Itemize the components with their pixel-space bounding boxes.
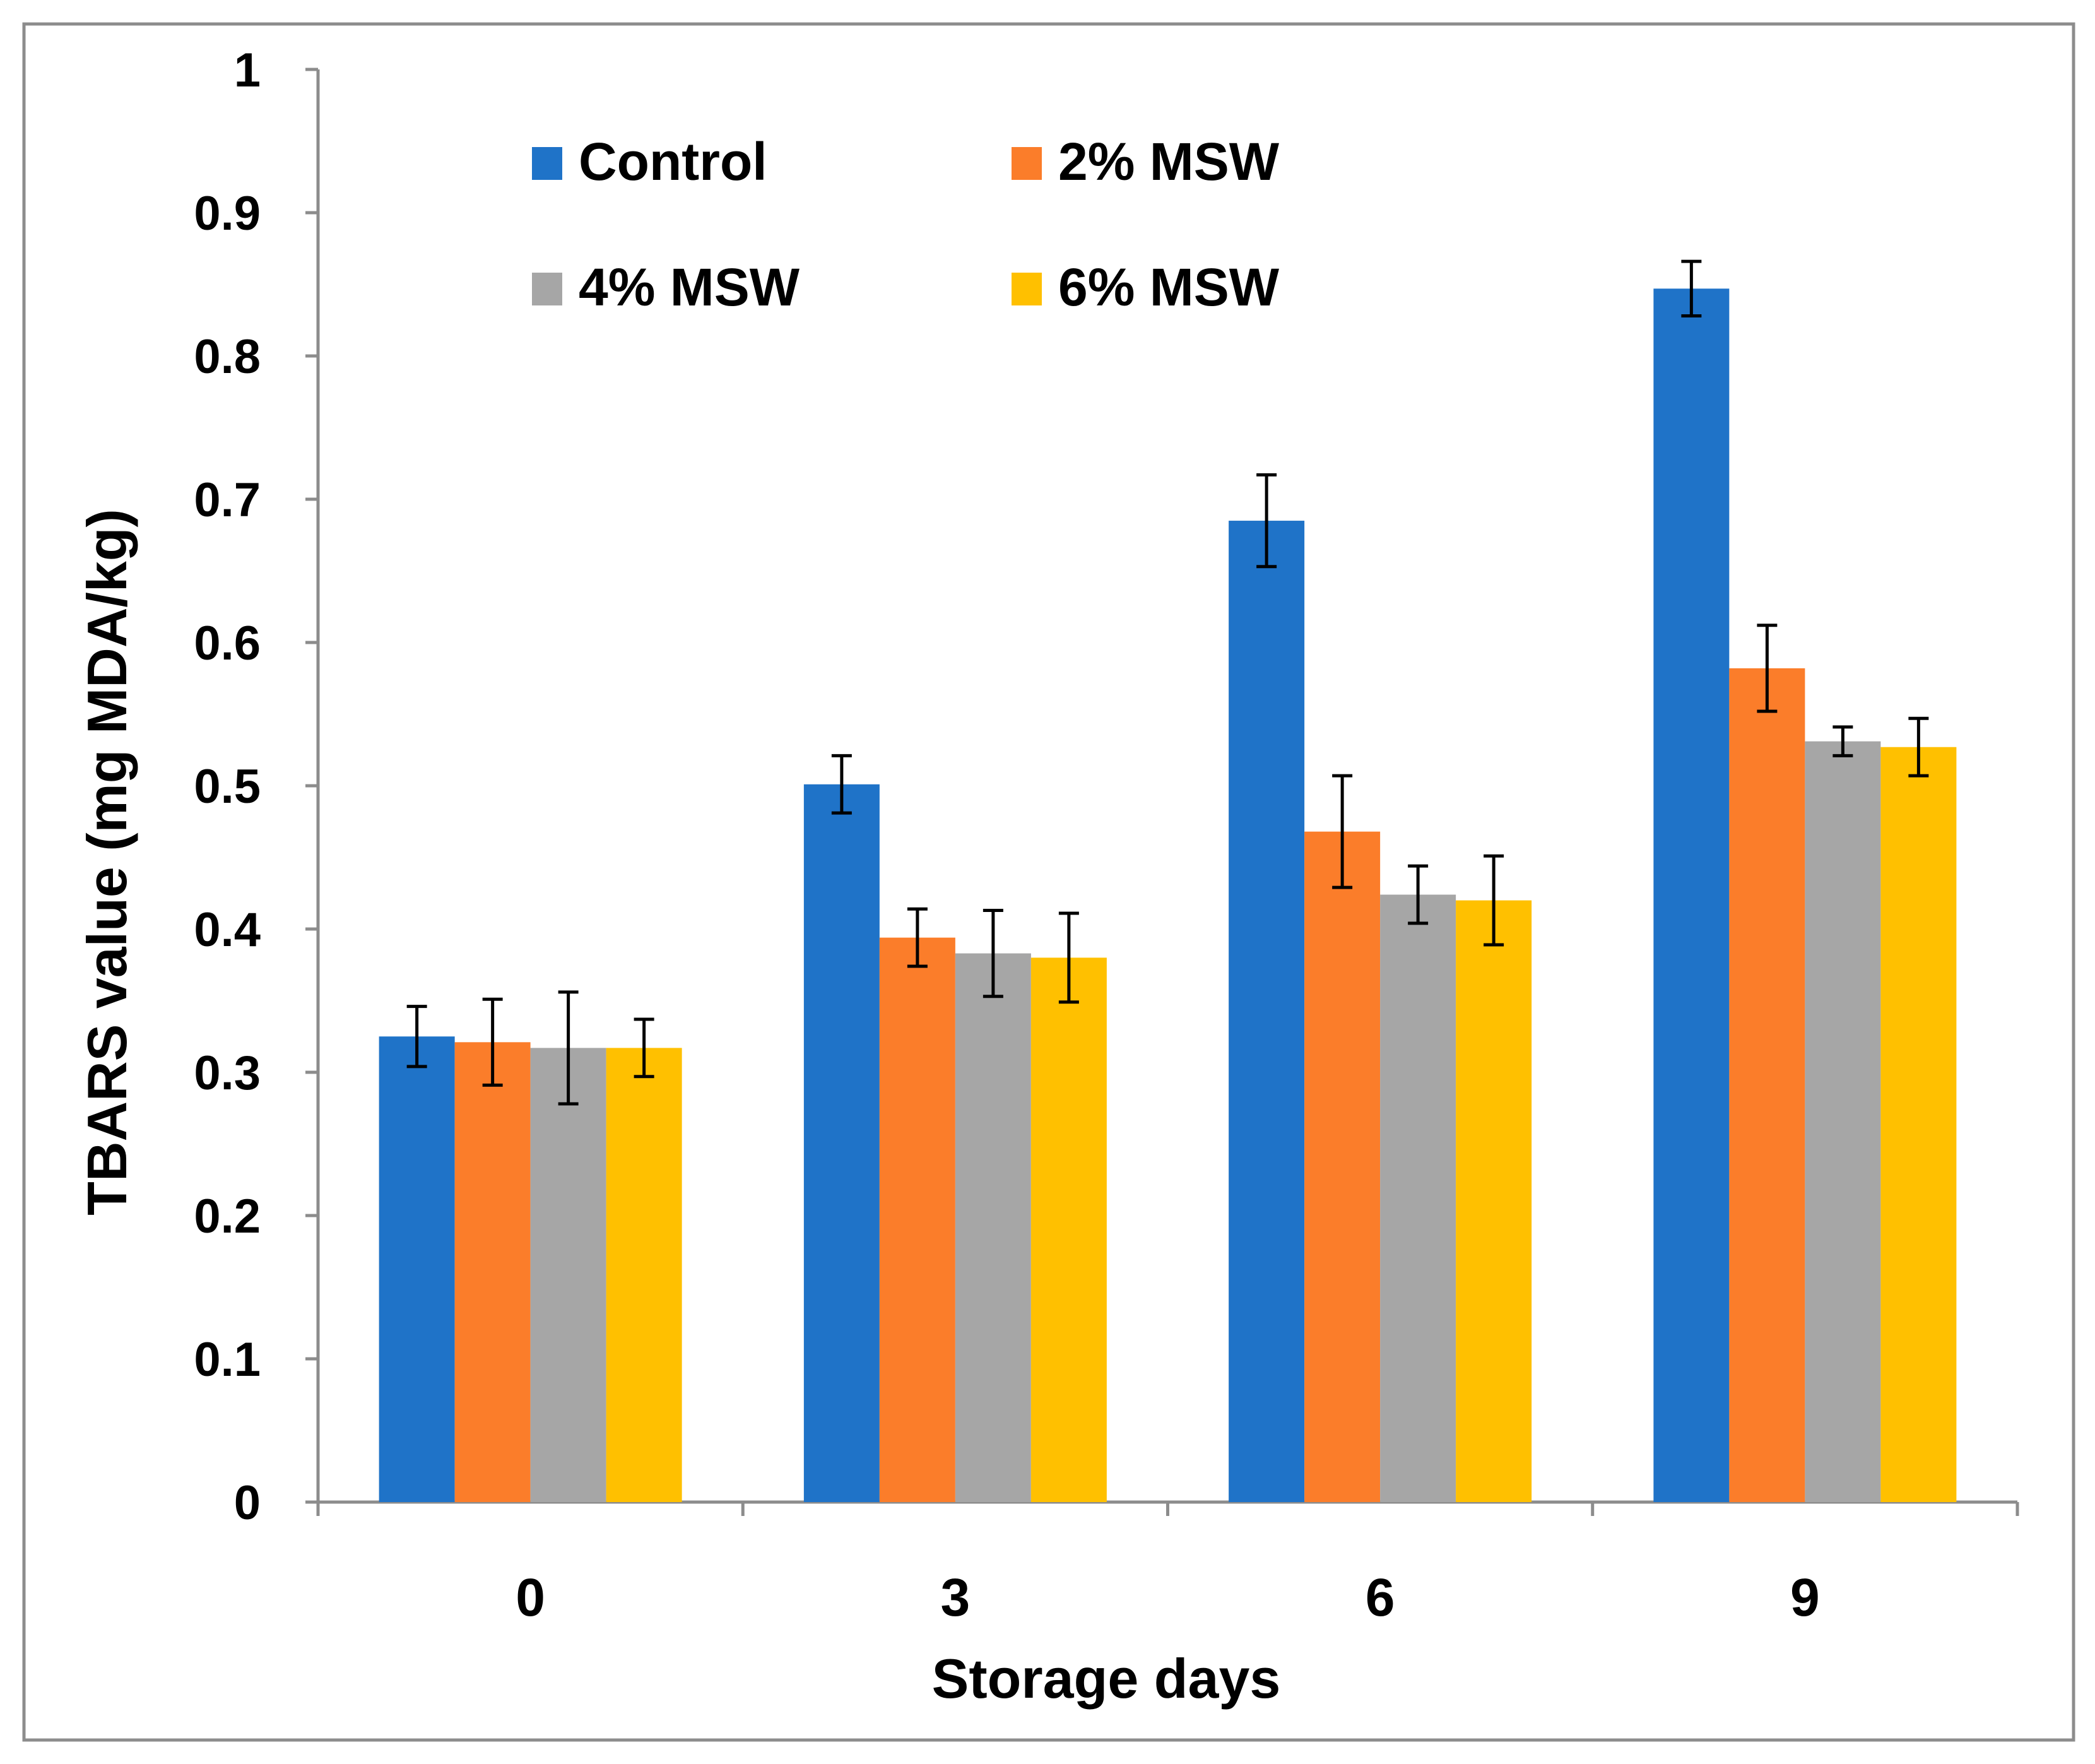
y-tick-label: 0 bbox=[234, 1476, 261, 1530]
error-bar bbox=[1408, 864, 1429, 925]
y-axis-label: TBARS value (mg MDA/kg) bbox=[76, 509, 138, 1216]
bar-6-msw-day-3 bbox=[1030, 957, 1107, 1502]
error-bar bbox=[983, 908, 1003, 998]
bar-2-msw-day-6 bbox=[1304, 831, 1381, 1502]
error-bar bbox=[634, 1017, 654, 1079]
y-tick-label: 1 bbox=[234, 44, 261, 97]
x-tick-label: 9 bbox=[1790, 1568, 1820, 1627]
y-tick-label: 0.2 bbox=[194, 1190, 261, 1243]
legend-swatch bbox=[532, 147, 562, 180]
legend-swatch bbox=[532, 273, 562, 305]
error-bar bbox=[831, 754, 852, 815]
bar-control-day-3 bbox=[803, 784, 880, 1502]
bar-2-msw-day-9 bbox=[1729, 668, 1805, 1502]
x-axis-label: Storage days bbox=[932, 1647, 1281, 1710]
error-bar bbox=[1256, 473, 1277, 569]
legend-swatch bbox=[1012, 147, 1042, 180]
legend-label: Control bbox=[579, 132, 767, 191]
bar-control-day-9 bbox=[1653, 288, 1730, 1502]
bar-4-msw-day-0 bbox=[530, 1048, 606, 1502]
bars bbox=[379, 259, 1957, 1502]
x-tick-label: 0 bbox=[516, 1568, 545, 1627]
bar-4-msw-day-6 bbox=[1380, 894, 1456, 1502]
legend-item: Control bbox=[532, 132, 767, 191]
legend-item: 2% MSW bbox=[1012, 132, 1280, 191]
x-tick-label: 6 bbox=[1366, 1568, 1395, 1627]
bar-6-msw-day-6 bbox=[1456, 900, 1532, 1502]
bar-control-day-6 bbox=[1229, 521, 1305, 1502]
x-tick-label: 3 bbox=[941, 1568, 971, 1627]
y-tick-label: 0.1 bbox=[194, 1333, 261, 1387]
bar-4-msw-day-3 bbox=[955, 953, 1031, 1502]
error-bar bbox=[1757, 624, 1778, 713]
error-bar bbox=[1832, 725, 1853, 757]
y-tick-label: 0.7 bbox=[194, 473, 261, 527]
error-bar bbox=[1058, 911, 1079, 1004]
bar-4-msw-day-9 bbox=[1805, 741, 1881, 1502]
legend-item: 6% MSW bbox=[1012, 257, 1280, 317]
bar-6-msw-day-9 bbox=[1880, 747, 1957, 1502]
error-bar bbox=[1681, 259, 1702, 317]
error-bar bbox=[1908, 716, 1929, 778]
legend-swatch bbox=[1012, 273, 1042, 305]
y-tick-label: 0.9 bbox=[194, 187, 261, 240]
y-tick-label: 0.3 bbox=[194, 1046, 261, 1100]
error-bar bbox=[1332, 774, 1353, 889]
error-bar bbox=[1484, 854, 1504, 947]
y-tick-label: 0.8 bbox=[194, 330, 261, 384]
error-bar bbox=[907, 907, 928, 968]
bar-6-msw-day-0 bbox=[606, 1048, 682, 1502]
legend-label: 2% MSW bbox=[1058, 132, 1280, 191]
bar-2-msw-day-3 bbox=[879, 937, 955, 1502]
legend-label: 4% MSW bbox=[579, 257, 800, 317]
bar-control-day-0 bbox=[379, 1036, 455, 1502]
error-bar bbox=[482, 997, 503, 1087]
legend: Control 2% MSW 4% MSW 6% MSW bbox=[532, 132, 1280, 317]
legend-item: 4% MSW bbox=[532, 257, 800, 317]
y-tick-label: 0.6 bbox=[194, 617, 261, 670]
legend-label: 6% MSW bbox=[1058, 257, 1280, 317]
error-bar bbox=[406, 1005, 427, 1068]
error-bar bbox=[558, 990, 579, 1106]
y-tick-label: 0.4 bbox=[194, 903, 261, 957]
bar-2-msw-day-0 bbox=[454, 1042, 531, 1502]
y-tick-label: 0.5 bbox=[194, 760, 261, 814]
